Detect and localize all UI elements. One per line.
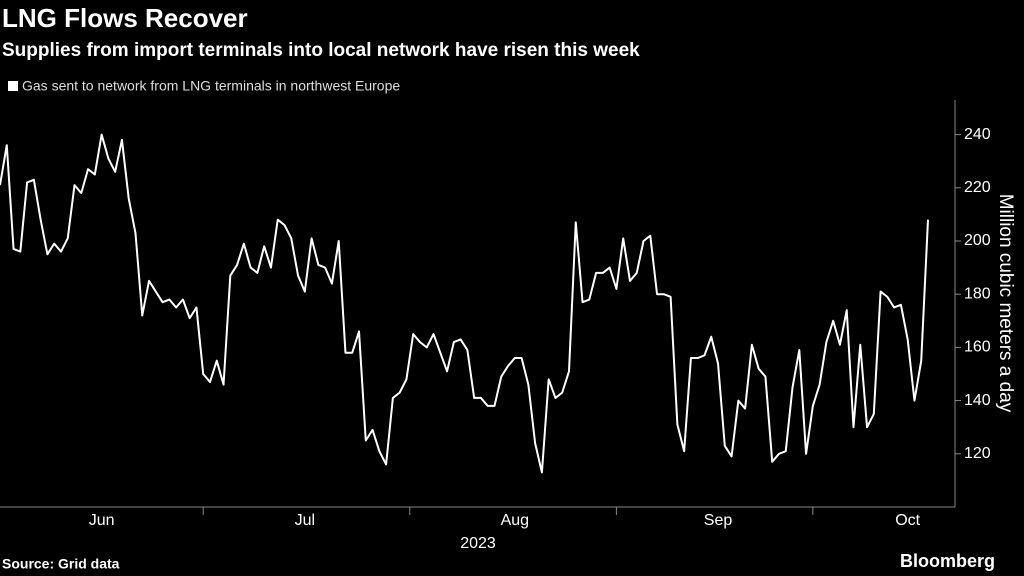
y-tick-label: 180 — [964, 285, 991, 302]
brand: Bloomberg — [900, 551, 995, 571]
x-tick-label: Jun — [89, 512, 115, 529]
x-tick-label: Oct — [895, 512, 920, 529]
y-axis-label: Million cubic meters a day — [995, 194, 1016, 413]
data-line — [0, 133, 929, 474]
y-tick-label: 200 — [964, 232, 991, 249]
y-tick-label: 240 — [964, 126, 991, 143]
x-tick-label: Aug — [501, 512, 529, 529]
source: Source: Grid data — [2, 556, 120, 572]
legend-swatch — [8, 81, 18, 91]
y-tick-label: 140 — [964, 392, 991, 409]
legend-label: Gas sent to network from LNG terminals i… — [22, 78, 400, 94]
chart-subtitle: Supplies from import terminals into loca… — [2, 40, 640, 61]
x-tick-label: Jul — [295, 512, 315, 529]
x-tick-label: Sep — [704, 512, 733, 529]
x-axis-label: 2023 — [460, 535, 496, 552]
y-tick-label: 120 — [964, 445, 991, 462]
chart-title: LNG Flows Recover — [2, 3, 248, 33]
y-tick-label: 160 — [964, 339, 991, 356]
y-tick-label: 220 — [964, 179, 991, 196]
